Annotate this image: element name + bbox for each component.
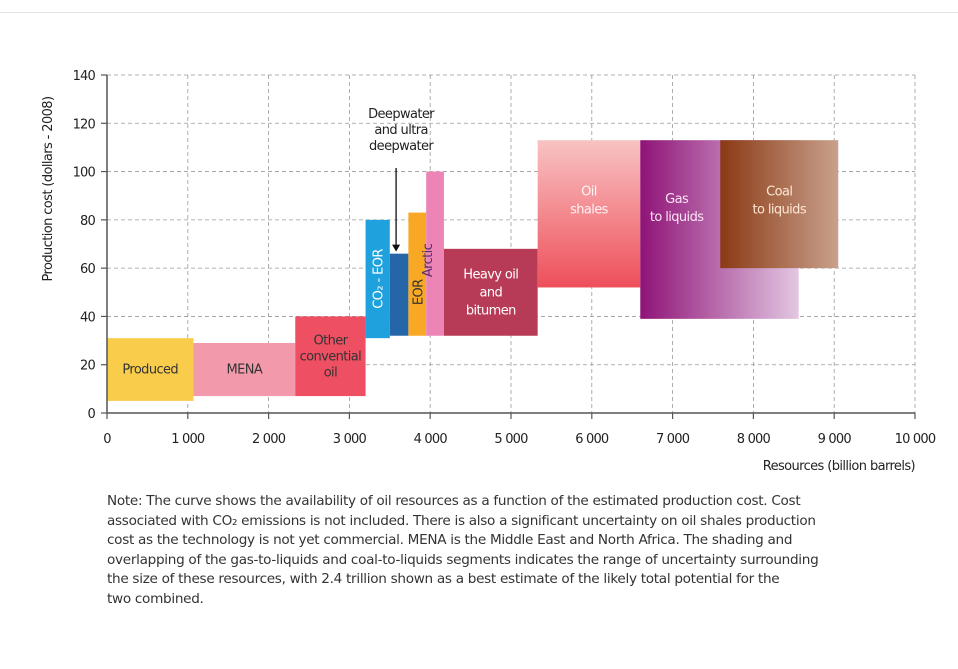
segment-label: Oil bbox=[581, 185, 597, 200]
y-tick-label: 120 bbox=[73, 117, 96, 132]
segment-label: to liquids bbox=[752, 203, 806, 218]
segment-label: Heavy oil bbox=[463, 267, 518, 282]
y-tick-label: 20 bbox=[80, 359, 95, 374]
x-tick-label: 2 000 bbox=[252, 432, 286, 447]
segment-label: MENA bbox=[227, 363, 263, 378]
segment-bar-mena bbox=[193, 342, 296, 397]
chart-note: Note: The curve shows the availability o… bbox=[107, 492, 937, 609]
note-line: cost as the technology is not yet commer… bbox=[107, 532, 793, 548]
top-divider bbox=[0, 12, 958, 13]
segment-label: Coal bbox=[766, 185, 792, 200]
segment-label: Arctic bbox=[421, 243, 436, 277]
y-tick-label: 40 bbox=[80, 310, 95, 325]
segment-label: shales bbox=[570, 203, 609, 218]
segment-label: Produced bbox=[122, 363, 178, 378]
segment-bar-other-conventional-oil bbox=[295, 316, 366, 397]
segment-label: oil bbox=[324, 365, 337, 380]
annotation-label: and ultra bbox=[374, 123, 427, 138]
annotation-label: Deepwater bbox=[368, 107, 435, 122]
segment-label: bitumen bbox=[466, 303, 516, 318]
note-line: overlapping of the gas-to-liquids and co… bbox=[107, 551, 819, 568]
segment-bar-produced bbox=[107, 338, 194, 401]
note-line: the size of these resources, with 2.4 tr… bbox=[107, 571, 780, 587]
y-tick-label: 80 bbox=[80, 214, 95, 229]
segment-bar-deepwater-and-ultra-deepwater bbox=[389, 253, 409, 336]
segment-label: Other bbox=[313, 333, 348, 348]
x-tick-label: 4 000 bbox=[414, 432, 448, 447]
y-tick-label: 0 bbox=[88, 407, 96, 422]
y-axis-title: Production cost (dollars - 2008) bbox=[41, 97, 56, 282]
x-tick-label: 3 000 bbox=[333, 432, 367, 447]
segment-label: Gas bbox=[665, 192, 689, 207]
segment-label: and bbox=[479, 285, 502, 300]
segment-label: EOR bbox=[411, 279, 426, 305]
x-tick-label: 6 000 bbox=[575, 432, 609, 447]
note-line: two combined. bbox=[107, 590, 204, 607]
x-axis-title: Resources (billion barrels) bbox=[763, 459, 915, 474]
x-tick-label: 8 000 bbox=[737, 432, 771, 447]
segment-label: convential bbox=[300, 349, 362, 364]
segment-bar-co-eor bbox=[365, 219, 390, 339]
arrowhead-icon bbox=[392, 244, 401, 252]
y-tick-label: 100 bbox=[73, 166, 96, 181]
note-line: Note: The curve shows the availability o… bbox=[107, 493, 801, 509]
segment-bar-eor bbox=[408, 212, 427, 336]
note-line: associated with CO₂ emissions is not inc… bbox=[107, 512, 816, 529]
x-tick-label: 1 000 bbox=[171, 432, 205, 447]
segment-bar-oil-shales bbox=[537, 140, 641, 288]
segment-bar-coal-to-liquids bbox=[720, 140, 839, 269]
annotation-label: deepwater bbox=[369, 139, 434, 154]
segment-label: CO₂ - EOR bbox=[372, 249, 387, 309]
segment-label: to liquids bbox=[650, 210, 704, 225]
x-tick-label: 9 000 bbox=[818, 432, 852, 447]
segment-bar-arctic bbox=[426, 171, 444, 336]
x-tick-label: 10 000 bbox=[895, 432, 936, 447]
x-tick-label: 5 000 bbox=[494, 432, 528, 447]
y-tick-label: 60 bbox=[80, 262, 95, 277]
x-tick-label: 7 000 bbox=[656, 432, 690, 447]
segment-bar-heavy-oil-and-bitumen bbox=[443, 248, 538, 336]
x-tick-label: 0 bbox=[103, 432, 111, 447]
y-tick-label: 140 bbox=[73, 69, 96, 84]
